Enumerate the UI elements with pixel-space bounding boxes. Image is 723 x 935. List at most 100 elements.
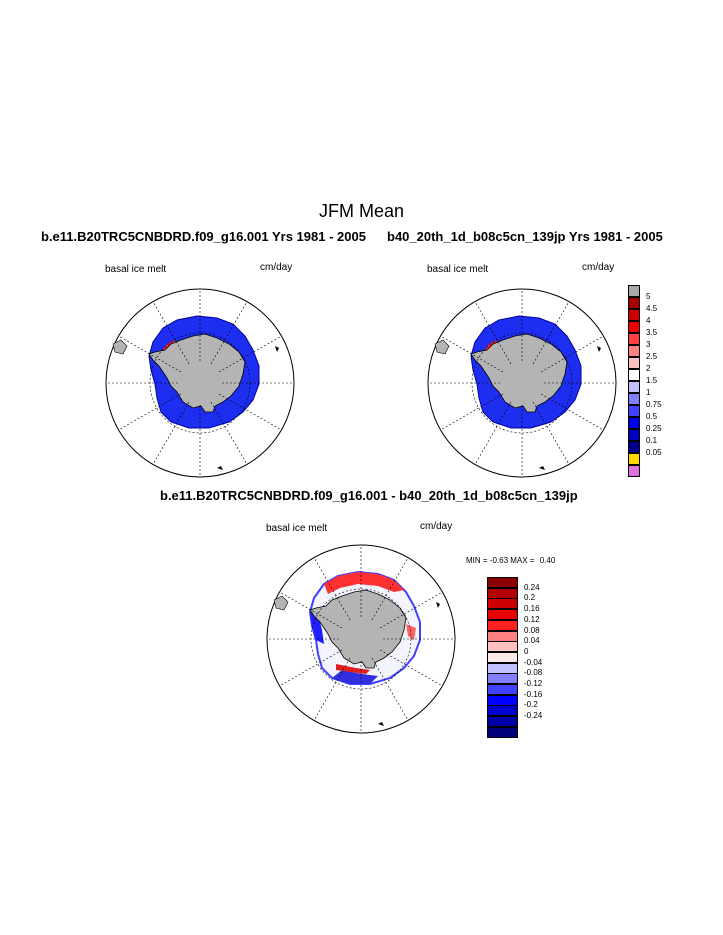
colorbar-swatch xyxy=(487,694,518,706)
colorbar-label: 2.5 xyxy=(646,352,658,361)
colorbar-swatch xyxy=(628,285,640,297)
antarctica-landmass xyxy=(148,333,246,413)
colorbar-swatch xyxy=(628,405,640,417)
colorbar-swatch xyxy=(487,673,518,685)
colorbar-label: 0.5 xyxy=(646,412,658,421)
colorbar-swatch xyxy=(487,726,518,738)
colorbar-label: 5 xyxy=(646,292,651,301)
colorbar-label: 3 xyxy=(646,340,651,349)
colorbar-label: -0.2 xyxy=(524,700,538,710)
left-polar-map xyxy=(105,288,295,478)
meridian-line xyxy=(313,657,351,721)
colorbar-label: -0.16 xyxy=(524,689,543,699)
colorbar-swatch xyxy=(628,345,640,357)
colorbar-swatch xyxy=(628,297,640,309)
colorbar-swatch xyxy=(628,357,640,369)
colorbar-swatch xyxy=(487,630,518,642)
max-value: 0.40 xyxy=(539,556,556,565)
island-marker xyxy=(378,722,384,726)
left-units-label: cm/day xyxy=(260,262,293,273)
colorbar-swatch xyxy=(487,684,518,695)
south-america-tip xyxy=(273,595,289,611)
meridian-line xyxy=(118,393,182,431)
colorbar-label: 4 xyxy=(646,316,651,325)
meridian-line xyxy=(371,657,409,721)
colorbar-label: 2 xyxy=(646,364,651,373)
colorbar-swatch xyxy=(628,393,640,405)
colorbar-swatch xyxy=(628,381,640,393)
colorbar-label: -0.08 xyxy=(524,668,543,678)
colorbar-label: 1 xyxy=(646,388,651,397)
colorbar-label: 1.5 xyxy=(646,376,658,385)
colorbar-swatch xyxy=(487,716,518,728)
positive-diff-region xyxy=(324,572,404,594)
left-variable-label: basal ice melt xyxy=(105,264,167,275)
island-marker xyxy=(436,602,440,608)
colorbar-label: 0.75 xyxy=(646,400,662,409)
colorbar-swatch xyxy=(628,369,640,381)
colorbar-label: 0.08 xyxy=(524,625,540,635)
island-marker xyxy=(539,466,545,470)
colorbar-swatch xyxy=(487,641,518,653)
colorbar-label: -0.12 xyxy=(524,679,543,688)
colorbar-swatch xyxy=(487,598,518,610)
colorbar-swatch xyxy=(487,587,518,599)
colorbar-swatch xyxy=(487,577,518,588)
colorbar-swatch xyxy=(487,609,518,621)
diff-variable-label: basal ice melt xyxy=(266,523,328,534)
colorbar-swatch xyxy=(628,429,640,441)
colorbar-swatch xyxy=(628,453,640,465)
antarctica-landmass xyxy=(470,333,568,413)
colorbar-swatch xyxy=(628,465,640,477)
colorbar-swatch xyxy=(487,651,518,663)
colorbar-label: 0.2 xyxy=(524,593,536,603)
right-variable-label: basal ice melt xyxy=(427,264,489,275)
diff-case-title: b.e11.B20TRC5CNBDRD.f09_g16.001 - b40_20… xyxy=(160,488,578,503)
meridian-line xyxy=(371,557,409,621)
island-marker xyxy=(597,346,601,352)
right-case-title: b40_20th_1d_b08c5cn_139jp Yrs 1981 - 200… xyxy=(387,229,663,244)
positive-diff-region xyxy=(406,624,416,640)
colorbar-swatch xyxy=(628,309,640,321)
colorbar-label: 3.5 xyxy=(646,328,658,337)
negative-diff-region xyxy=(332,670,378,684)
right-polar-map xyxy=(427,288,617,478)
colorbar-swatch xyxy=(628,333,640,345)
left-case-title: b.e11.B20TRC5CNBDRD.f09_g16.001 Yrs 1981… xyxy=(41,229,366,244)
colorbar-label: 0.05 xyxy=(646,448,662,457)
colorbar-swatch xyxy=(628,441,640,453)
diff-polar-map xyxy=(266,544,456,734)
right-units-label: cm/day xyxy=(582,262,615,273)
min-label: MIN = xyxy=(466,556,488,565)
colorbar-swatch xyxy=(628,321,640,333)
south-america-tip xyxy=(434,339,450,355)
colorbar-swatch xyxy=(487,619,518,631)
antarctica-landmass xyxy=(309,589,407,669)
colorbar-label: 0.1 xyxy=(646,436,658,445)
island-marker xyxy=(217,466,223,470)
colorbar-label: 0.04 xyxy=(524,636,540,646)
negative-diff-region xyxy=(310,612,324,644)
meridian-line xyxy=(118,335,182,373)
colorbar-label: 0 xyxy=(524,646,529,656)
colorbar-label: 0.12 xyxy=(524,614,540,624)
colorbar-label: -0.24 xyxy=(524,711,543,721)
colorbar-swatch xyxy=(628,417,640,429)
colorbar-swatch xyxy=(487,705,518,717)
meridian-line xyxy=(540,335,604,373)
diff-units-label: cm/day xyxy=(420,521,453,532)
colorbar-label: -0.04 xyxy=(524,657,543,667)
min-value: -0.63 xyxy=(489,556,509,565)
max-label: MAX = xyxy=(510,556,535,565)
figure-title: JFM Mean xyxy=(318,201,405,221)
south-america-tip xyxy=(112,339,128,355)
island-marker xyxy=(275,346,279,352)
meridian-line xyxy=(313,557,351,621)
colorbar-label: 4.5 xyxy=(646,304,658,313)
colorbar-label: 0.24 xyxy=(524,582,540,592)
colorbar-label: 0.16 xyxy=(524,604,540,614)
positive-diff-region xyxy=(336,664,370,674)
diff-min-max: MIN = -0.63 MAX = 0.40 xyxy=(466,556,555,565)
colorbar-swatch xyxy=(487,662,518,674)
colorbar-label: 0.25 xyxy=(646,424,662,433)
